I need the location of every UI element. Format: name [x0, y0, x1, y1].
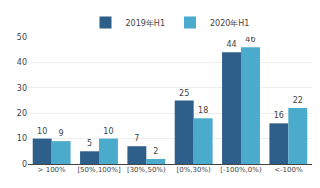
svg-text:[-100%,0%): [-100%,0%)	[220, 166, 262, 174]
svg-text:20: 20	[17, 109, 27, 118]
svg-text:2020年H1: 2020年H1	[210, 19, 249, 28]
svg-text:[50%,100%]: [50%,100%]	[77, 166, 121, 174]
svg-text:46: 46	[245, 35, 256, 45]
svg-text:25: 25	[179, 89, 189, 98]
svg-text:[30%,50%): [30%,50%)	[127, 166, 166, 174]
svg-text:16: 16	[274, 111, 284, 120]
svg-text:40: 40	[17, 58, 27, 67]
svg-text:0: 0	[22, 160, 27, 169]
svg-text:9: 9	[59, 129, 64, 138]
svg-text:5: 5	[87, 139, 92, 148]
svg-text:10: 10	[103, 127, 113, 136]
svg-text:2019年H1: 2019年H1	[126, 19, 165, 28]
svg-text:18: 18	[198, 106, 208, 115]
svg-text:2: 2	[153, 147, 158, 156]
svg-text:> 100%: > 100%	[38, 166, 66, 174]
svg-text:44: 44	[226, 40, 236, 49]
svg-text:10: 10	[17, 134, 27, 143]
svg-text:50: 50	[17, 33, 27, 42]
svg-text:22: 22	[293, 96, 303, 105]
svg-text:30: 30	[17, 84, 27, 93]
svg-text:7: 7	[134, 134, 139, 143]
svg-text:[0%,30%): [0%,30%)	[176, 166, 211, 174]
svg-text:<-100%: <-100%	[274, 166, 303, 174]
svg-text:10: 10	[37, 127, 47, 136]
